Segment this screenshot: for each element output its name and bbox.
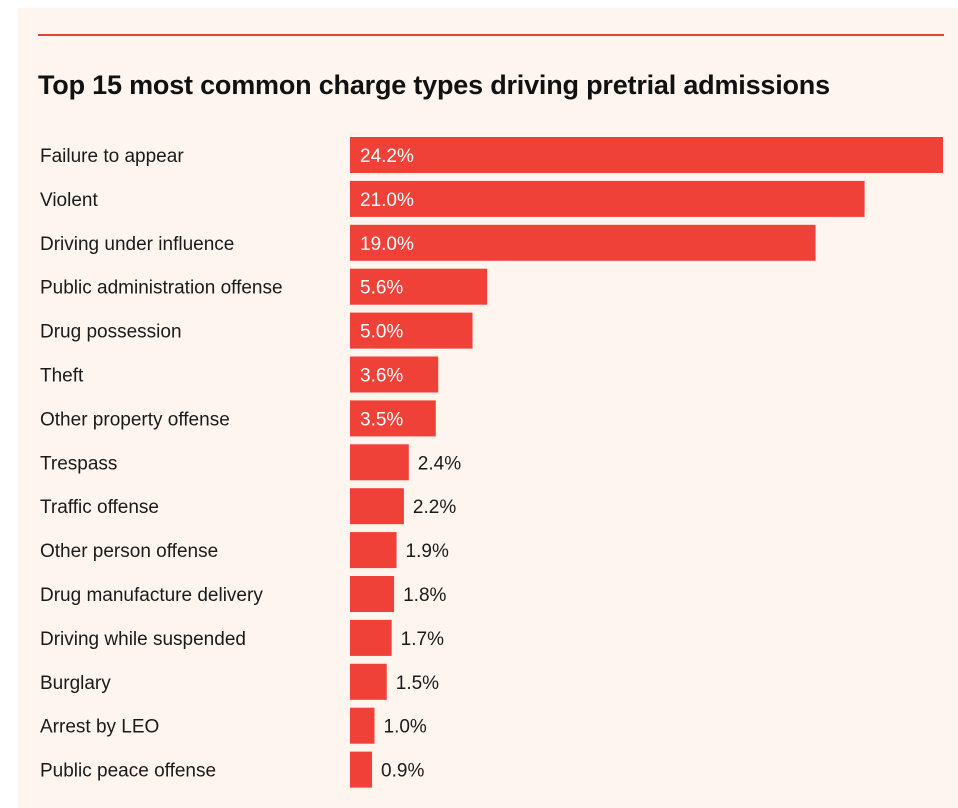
value-label-drug-manufacture-delivery: 1.8%: [403, 585, 446, 606]
bar-arrest-by-leo: [350, 707, 375, 744]
bar-driving-while-suspended: [350, 619, 392, 656]
bar-drug-manufacture-delivery: [350, 576, 395, 612]
value-label-arrest-by-leo: 1.0%: [384, 717, 427, 738]
category-label-public-peace-offense: Public peace offense: [40, 761, 216, 782]
bar-trespass: [350, 444, 409, 481]
category-label-theft: Theft: [40, 366, 84, 387]
bar-violent: [350, 180, 865, 217]
category-label-burglary: Burglary: [40, 673, 111, 694]
bar-public-peace-offense: [350, 751, 373, 788]
bar-theft: [350, 356, 439, 393]
bar-driving-under-influence: [350, 224, 816, 261]
value-label-other-property-offense: 3.5%: [360, 409, 403, 430]
category-label-failure-to-appear: Failure to appear: [40, 146, 184, 167]
value-label-public-administration-offense: 5.6%: [360, 278, 403, 299]
bar-public-administration-offense: [350, 268, 488, 305]
category-label-driving-while-suspended: Driving while suspended: [40, 629, 246, 650]
value-label-traffic-offense: 2.2%: [413, 497, 456, 518]
top-divider: [38, 34, 944, 36]
value-label-theft: 3.6%: [360, 366, 403, 387]
value-label-violent: 21.0%: [360, 190, 414, 211]
category-label-drug-manufacture-delivery: Drug manufacture delivery: [40, 585, 263, 606]
category-label-drug-possession: Drug possession: [40, 322, 182, 343]
value-label-other-person-offense: 1.9%: [406, 541, 449, 562]
value-label-failure-to-appear: 24.2%: [360, 146, 414, 167]
bar-traffic-offense: [350, 488, 404, 525]
category-label-other-person-offense: Other person offense: [40, 541, 218, 562]
category-label-arrest-by-leo: Arrest by LEO: [40, 717, 159, 738]
value-label-trespass: 2.4%: [418, 453, 461, 474]
value-label-driving-under-influence: 19.0%: [360, 234, 414, 255]
category-label-traffic-offense: Traffic offense: [40, 497, 159, 518]
value-label-public-peace-offense: 0.9%: [381, 761, 424, 782]
category-label-violent: Violent: [40, 190, 98, 211]
value-label-drug-possession: 5.0%: [360, 322, 403, 343]
value-label-driving-while-suspended: 1.7%: [401, 629, 444, 650]
bar-other-property-offense: [350, 400, 436, 437]
bar-drug-possession: [350, 312, 473, 349]
category-label-driving-under-influence: Driving under influence: [40, 234, 234, 255]
category-label-trespass: Trespass: [40, 453, 117, 474]
value-label-burglary: 1.5%: [396, 673, 439, 694]
category-label-other-property-offense: Other property offense: [40, 409, 230, 430]
bar-other-person-offense: [350, 532, 397, 569]
bar-failure-to-appear: [350, 137, 943, 173]
bar-burglary: [350, 663, 387, 700]
category-label-public-administration-offense: Public administration offense: [40, 278, 283, 299]
chart-title: Top 15 most common charge types driving …: [38, 70, 830, 100]
